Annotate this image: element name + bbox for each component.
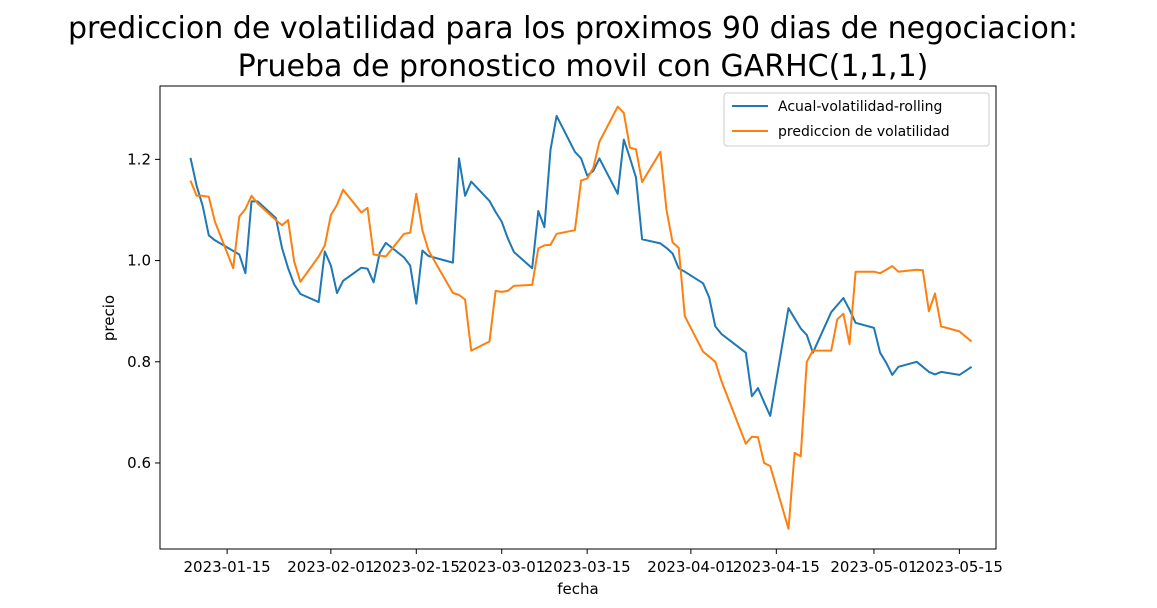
legend: Acual-volatilidad-rolling prediccion de … bbox=[723, 92, 990, 147]
legend-box bbox=[723, 92, 990, 147]
chart-subtitle: Prueba de pronostico movil con GARHC(1,1… bbox=[238, 49, 929, 84]
x-tick-label: 2023-02-01 bbox=[287, 558, 374, 576]
x-axis-label: fecha bbox=[557, 580, 598, 598]
x-tick-label: 2023-02-15 bbox=[373, 558, 460, 576]
y-tick-label: 1.2 bbox=[127, 150, 151, 168]
x-tick-label: 2023-04-01 bbox=[647, 558, 734, 576]
x-axis-ticks: 2023-01-15 2023-02-012023-02-152023-03-01… bbox=[184, 549, 1003, 576]
legend-label-prediction: prediccion de volatilidad bbox=[778, 124, 950, 140]
x-tick-label: 2023-05-01 bbox=[830, 558, 917, 576]
x-tick-label: 2023-04-15 bbox=[733, 558, 820, 576]
chart-title: prediccion de volatilidad para los proxi… bbox=[68, 11, 1078, 46]
x-tick-label: 2023-03-15 bbox=[544, 558, 631, 576]
y-tick-label: 0.8 bbox=[127, 353, 151, 371]
legend-label-actual: Acual-volatilidad-rolling bbox=[778, 99, 942, 115]
y-axis-ticks: 0.6 0.8 1.0 1.2 bbox=[127, 150, 160, 472]
x-tick-label: 2023-05-15 bbox=[916, 558, 1003, 576]
series-line-actual bbox=[189, 114, 973, 417]
y-tick-label: 0.6 bbox=[127, 454, 151, 472]
x-tick-label: 2023-03-01 bbox=[458, 558, 545, 576]
axes-frame bbox=[159, 85, 997, 550]
x-tick-label: 2023-01-15 bbox=[184, 558, 271, 576]
y-tick-label: 1.0 bbox=[127, 252, 151, 270]
y-axis-label: precio bbox=[100, 295, 118, 341]
series-line-prediction bbox=[189, 105, 973, 530]
plot-area bbox=[189, 105, 973, 530]
